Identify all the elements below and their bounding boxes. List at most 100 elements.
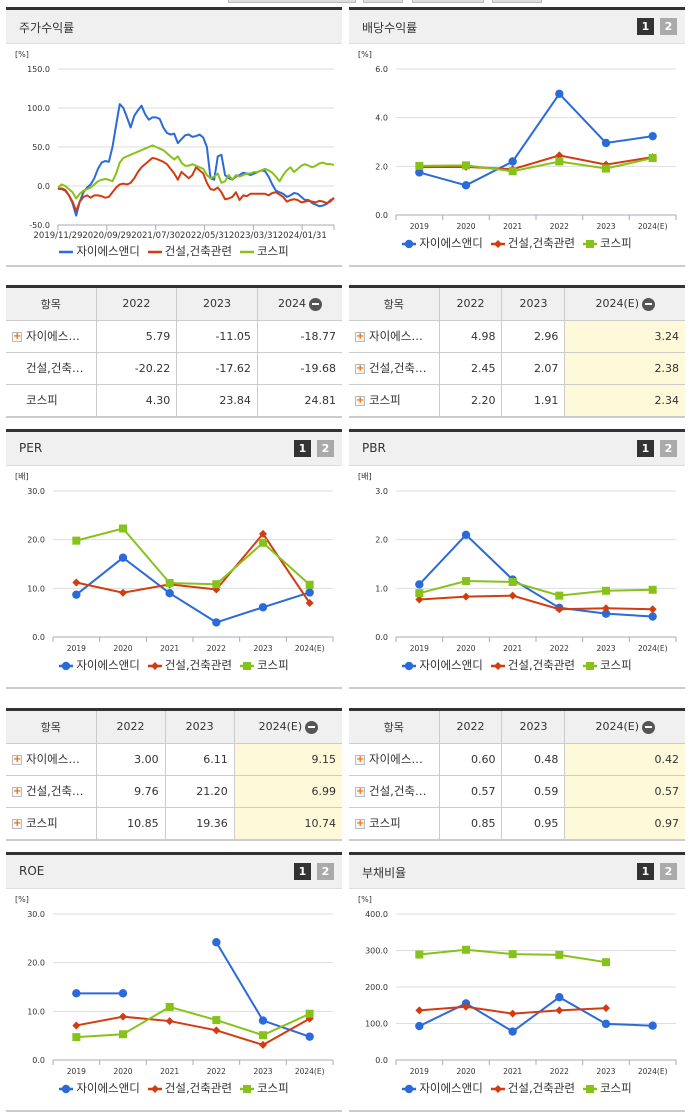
series-line[interactable] (57, 156, 335, 212)
data-point-marker[interactable] (415, 161, 424, 170)
data-point-marker[interactable] (72, 1033, 81, 1042)
data-point-marker[interactable] (259, 1040, 267, 1049)
data-point-marker[interactable] (555, 157, 564, 166)
series-line[interactable] (57, 103, 335, 217)
data-point-marker[interactable] (150, 1084, 159, 1093)
collapse-icon[interactable] (305, 720, 319, 734)
legend-item[interactable]: 코스피 (239, 243, 289, 259)
data-point-marker[interactable] (305, 598, 314, 607)
legend-item[interactable]: 자이에스앤디 (402, 235, 483, 251)
series-line[interactable] (419, 580, 653, 597)
top-tab[interactable] (412, 0, 484, 3)
data-point-marker[interactable] (508, 950, 517, 959)
data-point-marker[interactable] (150, 661, 159, 670)
data-point-marker[interactable] (165, 1017, 174, 1026)
series-line[interactable] (76, 527, 311, 586)
series-line[interactable] (76, 532, 311, 604)
expand-icon[interactable]: + (355, 362, 365, 374)
data-point-marker[interactable] (555, 151, 564, 160)
expand-icon[interactable]: + (355, 753, 365, 765)
view-1-button[interactable]: 1 (294, 863, 311, 880)
series-line[interactable] (419, 154, 653, 171)
data-point-marker[interactable] (648, 154, 657, 163)
row-label[interactable]: + 코스피 (349, 807, 440, 839)
data-point-marker[interactable] (305, 588, 314, 597)
data-point-marker[interactable] (601, 1019, 611, 1029)
row-label[interactable]: + 자이에스… (349, 320, 440, 353)
data-point-marker[interactable] (461, 530, 471, 539)
data-point-marker[interactable] (305, 1009, 314, 1018)
data-point-marker[interactable] (648, 131, 657, 141)
data-point-marker[interactable] (415, 589, 424, 598)
series-line[interactable] (419, 594, 653, 611)
data-point-marker[interactable] (259, 529, 267, 538)
row-label[interactable]: + 자이에스… (6, 320, 97, 353)
data-point-marker[interactable] (119, 1030, 127, 1039)
data-point-marker[interactable] (555, 605, 564, 614)
series-line[interactable] (57, 144, 335, 200)
data-point-marker[interactable] (508, 167, 517, 176)
data-point-marker[interactable] (493, 1084, 502, 1093)
data-point-marker[interactable] (62, 1084, 71, 1093)
data-point-marker[interactable] (118, 989, 128, 998)
data-point-marker[interactable] (462, 161, 470, 170)
data-point-marker[interactable] (72, 536, 81, 545)
data-point-marker[interactable] (405, 1084, 414, 1093)
data-point-marker[interactable] (305, 580, 314, 589)
data-point-marker[interactable] (508, 578, 517, 587)
data-point-marker[interactable] (72, 578, 81, 587)
series-line[interactable] (75, 556, 310, 624)
data-point-marker[interactable] (415, 580, 424, 589)
data-point-marker[interactable] (415, 595, 424, 604)
expand-icon[interactable]: + (12, 753, 22, 765)
legend-item[interactable]: 코스피 (582, 657, 632, 673)
data-point-marker[interactable] (462, 945, 470, 954)
legend-item[interactable]: 코스피 (582, 1080, 632, 1096)
legend-item[interactable]: 건설,건축관련 (490, 657, 575, 673)
data-point-marker[interactable] (165, 589, 174, 598)
data-point-marker[interactable] (585, 239, 594, 248)
data-point-marker[interactable] (165, 1002, 174, 1011)
data-point-marker[interactable] (415, 950, 424, 959)
data-point-marker[interactable] (212, 618, 221, 627)
data-point-marker[interactable] (508, 157, 517, 166)
data-point-marker[interactable] (648, 605, 657, 614)
data-point-marker[interactable] (602, 586, 610, 595)
series-line[interactable] (76, 1015, 311, 1046)
data-point-marker[interactable] (119, 588, 127, 597)
data-point-marker[interactable] (508, 1027, 517, 1036)
legend-item[interactable]: 코스피 (239, 657, 289, 673)
data-point-marker[interactable] (305, 1014, 314, 1023)
expand-icon[interactable]: + (355, 330, 365, 342)
expand-icon[interactable]: + (355, 785, 365, 797)
data-point-marker[interactable] (602, 958, 610, 967)
data-point-marker[interactable] (242, 661, 251, 670)
collapse-icon[interactable] (641, 720, 655, 734)
data-point-marker[interactable] (72, 989, 81, 998)
data-point-marker[interactable] (259, 538, 267, 547)
data-point-marker[interactable] (259, 1031, 267, 1040)
data-point-marker[interactable] (493, 239, 502, 248)
view-1-button[interactable]: 1 (637, 863, 654, 880)
expand-icon[interactable]: + (12, 817, 22, 829)
data-point-marker[interactable] (212, 938, 221, 947)
legend-item[interactable]: 건설,건축관련 (147, 1080, 232, 1096)
view-1-button[interactable]: 1 (294, 440, 311, 457)
series-line[interactable] (76, 1005, 311, 1039)
collapse-icon[interactable] (308, 297, 322, 311)
legend-item[interactable]: 건설,건축관련 (490, 1080, 575, 1096)
data-point-marker[interactable] (555, 1006, 564, 1015)
data-point-marker[interactable] (242, 1084, 251, 1093)
data-point-marker[interactable] (555, 89, 564, 99)
data-point-marker[interactable] (555, 993, 564, 1002)
legend-item[interactable]: 자이에스앤디 (59, 243, 140, 259)
row-label[interactable]: + 코스피 (6, 807, 97, 839)
data-point-marker[interactable] (462, 577, 470, 586)
data-point-marker[interactable] (119, 524, 127, 533)
series-line[interactable] (419, 92, 653, 187)
data-point-marker[interactable] (462, 1002, 470, 1011)
legend-item[interactable]: 자이에스앤디 (402, 1080, 483, 1096)
data-point-marker[interactable] (508, 1009, 517, 1018)
data-point-marker[interactable] (555, 950, 564, 959)
data-point-marker[interactable] (212, 580, 221, 589)
